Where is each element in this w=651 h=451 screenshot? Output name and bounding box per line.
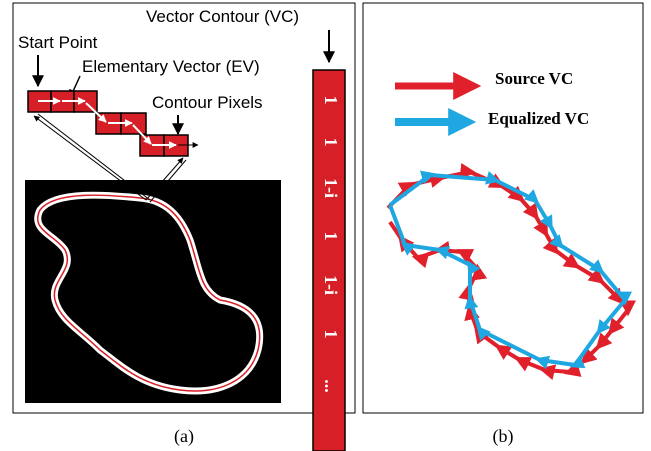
legend-equalized: Equalized VC	[488, 109, 589, 128]
vc-code: 1-i	[321, 178, 341, 198]
vc-code: 1	[321, 96, 341, 105]
contour-pixels-label: Contour Pixels	[152, 93, 263, 112]
vc-code: ...	[321, 379, 341, 393]
ev-label: Elementary Vector (EV)	[82, 57, 260, 76]
start-point-label: Start Point	[18, 33, 98, 52]
vc-code: 1	[321, 138, 341, 147]
legend-source: Source VC	[495, 69, 573, 88]
equalized-vc	[390, 175, 625, 365]
figure: Vector Contour (VC) Start Point Elementa…	[0, 0, 651, 451]
vc-code: 1	[321, 330, 341, 339]
contour-image	[25, 180, 281, 403]
vc-code: 1-i	[321, 275, 341, 295]
vc-code: 1	[321, 232, 341, 241]
caption-b: (b)	[493, 426, 514, 447]
vc-column	[313, 70, 345, 451]
vc-label: Vector Contour (VC)	[146, 7, 299, 26]
caption-a: (a)	[174, 426, 194, 447]
